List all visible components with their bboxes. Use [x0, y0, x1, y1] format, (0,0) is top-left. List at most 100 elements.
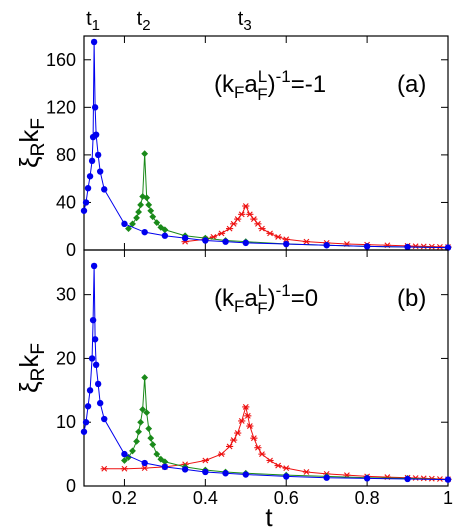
- x-tick-label: 0.6: [274, 488, 299, 508]
- data-point-red-d2: [428, 243, 435, 250]
- anno-sub2: F: [257, 299, 267, 318]
- data-point-red-d2: [255, 444, 261, 451]
- marker-main: t: [86, 8, 92, 30]
- marker-sub: 2: [142, 17, 150, 34]
- panel-tag: (b): [397, 285, 426, 312]
- data-point-red-d2: [246, 211, 253, 218]
- data-point-blue: [90, 262, 98, 270]
- data-point-green: [139, 406, 147, 413]
- data-point-red: [238, 211, 246, 218]
- series-red: [181, 203, 452, 250]
- x-tick-label: 0.2: [112, 488, 137, 508]
- y-label-sub2: F: [28, 118, 49, 130]
- y-label-mid: k: [14, 354, 44, 368]
- data-point-blue: [202, 237, 209, 244]
- anno-mid: a: [244, 285, 258, 312]
- data-point-green: [129, 220, 136, 228]
- data-point-blue: [96, 399, 104, 407]
- data-point-red-d2: [250, 435, 257, 442]
- y-label-sub1: R: [28, 368, 49, 382]
- data-point-red: [244, 412, 252, 419]
- data-point-blue: [283, 473, 290, 480]
- y-label-sub2: F: [28, 343, 49, 355]
- shared-x-axis: 0.2 0.4 0.6 0.8 1 t: [112, 488, 453, 529]
- data-point-red-d2: [303, 469, 310, 475]
- series-line-green: [124, 377, 449, 481]
- y-label-mid: k: [14, 129, 44, 143]
- data-point-red-d2: [246, 423, 253, 429]
- data-point-green: [149, 441, 157, 448]
- anno-exp: -1: [276, 67, 291, 86]
- data-point-red: [246, 211, 254, 218]
- data-point-green: [121, 457, 128, 464]
- data-point-green: [129, 447, 136, 455]
- data-point-red-d2: [230, 437, 237, 443]
- anno-exp: -1: [276, 281, 291, 300]
- data-point-red-d2: [238, 211, 245, 218]
- data-point-blue: [91, 336, 99, 343]
- data-point-red-d2: [234, 430, 241, 436]
- data-point-red: [274, 462, 282, 469]
- data-point-green: [161, 226, 169, 234]
- marker-sub: 1: [92, 17, 100, 34]
- y-tick-label: 80: [56, 145, 76, 165]
- time-marker-t3: t3: [238, 8, 252, 34]
- anno-mid: a: [244, 71, 258, 98]
- data-point-red-d2: [255, 220, 261, 227]
- data-point-green: [133, 214, 140, 222]
- series-line-blue: [83, 265, 449, 481]
- data-point-blue: [90, 38, 98, 46]
- series-line-red: [104, 406, 449, 480]
- interaction-annotation: (kFaL F)-1=0: [214, 281, 318, 318]
- series-blue: [80, 262, 452, 483]
- data-point-blue: [80, 207, 88, 214]
- data-point-blue: [141, 459, 148, 467]
- data-point-blue: [121, 450, 128, 458]
- data-point-green: [135, 428, 142, 436]
- data-point-red: [274, 234, 282, 240]
- data-point-green: [141, 150, 149, 158]
- data-point-blue: [181, 466, 189, 473]
- data-point-blue: [161, 463, 169, 471]
- data-point-blue: [94, 380, 102, 388]
- data-point-red: [412, 243, 420, 250]
- y-axis-label: ξRkF: [14, 343, 49, 393]
- data-point-blue: [92, 361, 100, 369]
- data-point-red: [246, 423, 254, 429]
- data-point-red-d2: [437, 243, 443, 250]
- data-point-red: [436, 243, 444, 250]
- data-point-red: [254, 444, 262, 451]
- data-point-red-d2: [218, 230, 225, 237]
- data-point-red-d2: [303, 238, 310, 245]
- data-point-red: [258, 225, 266, 232]
- data-point-red: [282, 236, 290, 243]
- y-label-main: ξ: [14, 156, 44, 168]
- y-tick-label: 160: [46, 50, 76, 70]
- data-point-blue: [121, 220, 128, 228]
- data-point-blue: [323, 242, 330, 249]
- anno-prefix: (k: [214, 285, 235, 312]
- data-point-red-d2: [242, 203, 249, 209]
- data-point-blue: [84, 184, 92, 192]
- data-point-blue: [89, 316, 97, 324]
- data-point-red-d2: [267, 230, 273, 237]
- data-point-green: [137, 418, 145, 426]
- data-point-green: [145, 425, 153, 432]
- data-point-blue: [444, 476, 452, 483]
- anno-sub1: F: [234, 83, 244, 102]
- y-label-main: ξ: [14, 381, 44, 393]
- panel-tag: (a): [397, 71, 426, 98]
- data-point-red-d2: [121, 465, 128, 472]
- anno-eq: =0: [291, 285, 318, 312]
- data-point-green: [139, 193, 147, 200]
- anno-eq: =-1: [291, 71, 326, 98]
- y-axis-label: ξRkF: [14, 118, 49, 168]
- data-point-green: [145, 201, 153, 209]
- data-point-red: [250, 435, 258, 442]
- data-point-green: [147, 207, 155, 215]
- data-point-red-d2: [141, 465, 148, 472]
- data-point-red: [234, 430, 242, 436]
- y-tick-label: 120: [46, 97, 76, 117]
- anno-sup: L: [258, 281, 267, 300]
